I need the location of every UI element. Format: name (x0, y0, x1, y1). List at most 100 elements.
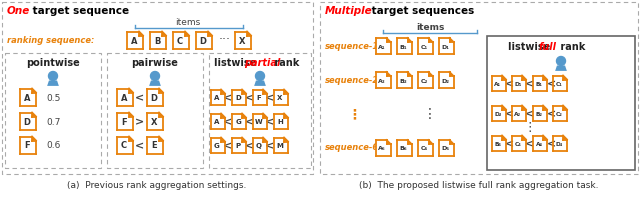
Text: <: < (525, 109, 534, 119)
Bar (417, 140, 433, 156)
Bar (127, 32, 143, 48)
Text: <: < (244, 117, 253, 127)
Bar (487, 36, 635, 170)
Bar (235, 32, 251, 48)
Text: A₁: A₁ (495, 82, 502, 86)
Text: B₄: B₄ (495, 141, 501, 147)
Bar (553, 106, 567, 121)
Polygon shape (32, 137, 36, 140)
Polygon shape (32, 112, 36, 116)
Bar (512, 75, 526, 90)
Text: H: H (277, 119, 283, 125)
Bar (107, 53, 203, 168)
Bar (253, 113, 267, 128)
Polygon shape (563, 136, 567, 139)
Polygon shape (263, 138, 267, 141)
Polygon shape (284, 138, 288, 141)
Text: C: C (177, 36, 183, 46)
Bar (232, 89, 246, 104)
Bar (117, 88, 133, 106)
Text: sequence-1:: sequence-1: (325, 42, 383, 50)
Polygon shape (162, 32, 166, 35)
Text: B₁: B₁ (536, 82, 543, 86)
Text: ···: ··· (219, 33, 231, 46)
Text: items: items (175, 18, 200, 27)
Text: W: W (255, 119, 263, 125)
Polygon shape (543, 136, 547, 139)
Polygon shape (387, 38, 390, 42)
Bar (147, 137, 163, 153)
Polygon shape (159, 112, 163, 116)
Text: D₁: D₁ (515, 82, 522, 86)
Text: full: full (539, 42, 557, 52)
Bar (438, 72, 454, 88)
Polygon shape (284, 89, 288, 94)
Polygon shape (32, 88, 36, 93)
Bar (196, 32, 212, 48)
Bar (417, 72, 433, 88)
Bar (492, 75, 506, 90)
Text: <: < (525, 139, 534, 149)
Text: F: F (257, 95, 261, 101)
Polygon shape (522, 136, 526, 139)
Bar (397, 140, 412, 156)
Text: A: A (131, 36, 137, 46)
Text: D: D (24, 117, 31, 126)
Text: G: G (214, 143, 220, 149)
Text: ranking sequence:: ranking sequence: (7, 35, 94, 45)
Circle shape (150, 72, 159, 81)
Polygon shape (221, 89, 225, 94)
Polygon shape (408, 38, 412, 42)
Polygon shape (522, 75, 526, 80)
Bar (2, 2, 313, 174)
Text: D₆: D₆ (441, 147, 449, 151)
Bar (147, 88, 163, 106)
Text: D₂: D₂ (441, 78, 449, 84)
Polygon shape (284, 113, 288, 117)
Text: One: One (7, 6, 30, 16)
Text: 0.6: 0.6 (46, 141, 60, 151)
Polygon shape (522, 106, 526, 110)
Bar (553, 75, 567, 90)
Text: sequence-2:: sequence-2: (325, 75, 383, 85)
Text: F: F (24, 141, 30, 151)
Polygon shape (449, 38, 454, 42)
Polygon shape (159, 88, 163, 93)
Bar (253, 138, 267, 152)
Bar (376, 38, 390, 54)
Text: D₂: D₂ (494, 112, 502, 116)
Text: D: D (235, 95, 241, 101)
Bar (20, 88, 36, 106)
Text: B: B (154, 36, 160, 46)
Bar (492, 106, 506, 121)
Circle shape (49, 72, 58, 81)
Text: C₂: C₂ (420, 78, 428, 84)
Text: <: < (136, 141, 145, 151)
Polygon shape (242, 89, 246, 94)
Polygon shape (429, 140, 433, 144)
Text: <: < (244, 141, 253, 151)
Bar (211, 113, 225, 128)
Text: <: < (547, 139, 556, 149)
Bar (209, 53, 311, 168)
Polygon shape (185, 32, 189, 35)
Text: A₄: A₄ (536, 141, 543, 147)
Circle shape (255, 72, 264, 81)
Text: <: < (266, 117, 275, 127)
Text: <: < (223, 141, 232, 151)
Bar (274, 138, 288, 152)
Text: C₁: C₁ (420, 45, 428, 49)
Polygon shape (408, 140, 412, 144)
Polygon shape (502, 136, 506, 139)
Polygon shape (208, 32, 212, 35)
Polygon shape (221, 138, 225, 141)
Text: F: F (121, 117, 127, 126)
Text: Multiple: Multiple (325, 6, 372, 16)
Text: Q: Q (256, 143, 262, 149)
Polygon shape (263, 113, 267, 117)
Text: ⋮: ⋮ (423, 107, 437, 121)
Bar (211, 89, 225, 104)
Text: D₄: D₄ (556, 141, 563, 147)
Text: G: G (235, 119, 241, 125)
Bar (533, 106, 547, 121)
